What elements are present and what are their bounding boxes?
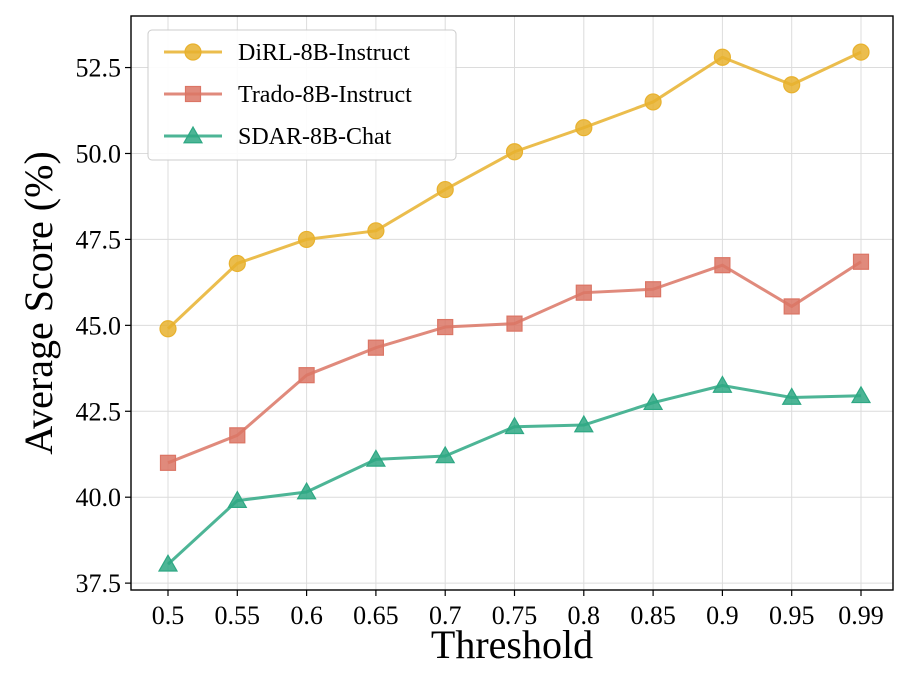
axes-layer: 0.5 0.55 0.6 0.65 0.7 0.75 0.8 0.85 0.9 0.95 0.99 3… [76, 54, 884, 630]
data-point [157, 554, 179, 572]
data-point [850, 385, 872, 404]
y-tick-label: 50.0 [76, 139, 122, 168]
x-tick-label: 0.8 [568, 601, 601, 630]
data-point [435, 445, 456, 464]
data-point [713, 48, 732, 66]
plot-frame [130, 15, 894, 591]
data-point [159, 320, 177, 338]
legend-box [147, 29, 457, 161]
series-0 [159, 43, 870, 338]
x-tick-label: 0.5 [152, 601, 185, 630]
legend-label: DiRL-8B-Instruct [238, 40, 410, 66]
legend-marker [182, 125, 204, 144]
x-tick-label: 0.55 [215, 601, 261, 630]
data-point [227, 490, 248, 508]
data-point [852, 253, 870, 270]
data-point [506, 315, 523, 332]
y-tick-label: 47.5 [76, 225, 122, 254]
y-tick-label: 37.5 [76, 569, 122, 598]
data-point [367, 222, 385, 240]
y-tick-label: 52.5 [76, 54, 122, 83]
x-tick-label: 0.99 [838, 601, 884, 630]
data-point [712, 375, 733, 393]
legend-label: SDAR-8B-Chat [238, 124, 392, 150]
data-point [298, 230, 316, 249]
legend-item: Trado-8B-Instruct [164, 82, 412, 108]
data-point [298, 367, 315, 384]
legend-marker [184, 43, 202, 61]
legend-marker [184, 85, 202, 103]
legend-label: Trado-8B-Instruct [238, 82, 412, 108]
x-tick-label: 0.65 [353, 601, 399, 630]
y-tick-label: 40.0 [76, 483, 122, 512]
data-point [505, 143, 524, 161]
series-1 [159, 253, 870, 471]
y-axis-title: Average Score (%) [16, 151, 61, 455]
data-point [644, 93, 662, 111]
x-tick-label: 0.75 [492, 601, 538, 630]
data-point [852, 43, 870, 61]
x-tick-label: 0.9 [706, 601, 739, 630]
data-point [436, 180, 454, 199]
data-point [228, 254, 246, 273]
data-point [781, 387, 802, 405]
data-point [504, 416, 525, 435]
x-tick-label: 0.7 [429, 601, 462, 630]
data-point [367, 339, 384, 356]
y-tick-label: 42.5 [76, 397, 122, 426]
series-layer [157, 43, 872, 572]
series-2 [157, 375, 872, 572]
data-point [714, 257, 731, 274]
legend-item: SDAR-8B-Chat [164, 124, 392, 150]
x-tick-label: 0.95 [769, 601, 815, 630]
x-tick-label: 0.85 [630, 601, 676, 630]
data-point [783, 298, 800, 315]
legend: DiRL-8B-Instruct Trado-8B-Instruct SDAR-8B… [147, 29, 457, 161]
x-tick-label: 0.6 [290, 601, 323, 630]
data-point [783, 76, 801, 94]
x-axis-title: Threshold [431, 622, 593, 667]
data-point [159, 454, 177, 471]
data-point [296, 481, 317, 500]
data-point [644, 281, 662, 298]
data-point [437, 318, 454, 336]
data-point [573, 414, 594, 433]
y-tick-label: 45.0 [76, 311, 122, 340]
data-point [365, 449, 386, 467]
data-point [575, 284, 592, 301]
data-point [229, 427, 246, 444]
data-point [575, 119, 593, 137]
legend-item: DiRL-8B-Instruct [164, 40, 410, 66]
data-point [643, 392, 664, 411]
